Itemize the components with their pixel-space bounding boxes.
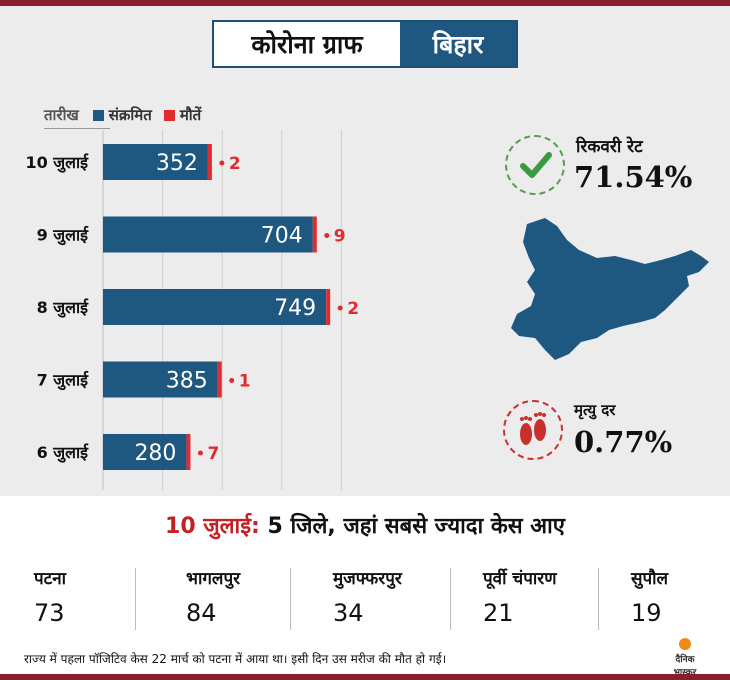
check-icon — [520, 152, 552, 178]
deaths-dot — [197, 450, 203, 456]
district-divider — [290, 568, 291, 630]
logo-line1: दैनिक — [675, 655, 695, 665]
legend-deaths-swatch — [163, 109, 175, 121]
category-label: 7 जुलाई — [37, 371, 90, 391]
footprint-icon — [520, 412, 546, 445]
bar-infected — [103, 216, 313, 253]
bar-chart: 10 जुलाई 352 2 9 जुलाई 704 9 8 जुलाई 749 2 7 जुला… — [25, 130, 359, 490]
bar-deaths — [326, 289, 331, 325]
district-item: भागलपुर 84 — [186, 566, 240, 636]
mortality-value: 0.77% — [574, 425, 673, 459]
headline: 10 जुलाई: 5 जिले, जहां सबसे ज्यादा केस आ… — [0, 510, 730, 540]
category-label: 10 जुलाई — [25, 153, 89, 173]
district-item: सुपौल 19 — [631, 566, 668, 636]
bar-infected — [103, 289, 327, 325]
district-value: 73 — [34, 599, 65, 627]
district-value: 84 — [186, 599, 217, 627]
district-item: मुजफ्फरपुर 34 — [333, 566, 402, 636]
headline-date: 10 जुलाई: — [165, 514, 260, 539]
deaths-dot — [229, 378, 235, 383]
district-divider — [135, 568, 136, 630]
legend-deaths: मौतें — [163, 105, 202, 125]
district-item: पटना 73 — [34, 566, 66, 636]
bar-deaths — [186, 434, 191, 470]
district-value: 34 — [333, 599, 364, 627]
district-name: पटना — [34, 569, 67, 589]
legend-deaths-label: मौतें — [179, 106, 202, 124]
legend-infected-swatch — [92, 109, 104, 121]
legend-infected: संक्रमित — [92, 105, 152, 125]
district-divider — [598, 568, 599, 630]
logo-sun-icon — [679, 638, 691, 650]
chart-legend: तारीख संक्रमित मौतें — [44, 103, 213, 127]
bihar-map-icon — [511, 218, 709, 360]
district-name: भागलपुर — [186, 569, 241, 589]
data-label-deaths: 2 — [347, 299, 359, 319]
data-label-deaths: 2 — [229, 154, 241, 174]
bottom-border — [0, 674, 730, 680]
data-label-infected: 280 — [134, 441, 176, 466]
district-divider — [450, 568, 451, 630]
category-label: 8 जुलाई — [37, 298, 90, 318]
district-name: पूर्वी चंपारण — [483, 569, 557, 589]
mortality-label: मृत्यु दर — [574, 401, 616, 419]
publisher-logo: दैनिक भास्कर — [660, 638, 710, 678]
title-main: कोरोना ग्राफ — [214, 22, 400, 66]
recovery-label: रिकवरी रेट — [576, 137, 643, 157]
data-label-infected: 704 — [261, 224, 303, 249]
legend-infected-label: संक्रमित — [108, 106, 152, 124]
check-icon-circle — [505, 135, 565, 195]
title-box: कोरोना ग्राफ बिहार — [212, 20, 518, 68]
logo-line2: भास्कर — [673, 668, 697, 678]
deaths-dot — [337, 305, 343, 311]
data-label-deaths: 7 — [207, 444, 219, 464]
data-label-deaths: 9 — [334, 227, 346, 247]
deaths-dot — [324, 233, 330, 238]
bar-deaths — [207, 144, 212, 180]
recovery-value: 71.54% — [574, 160, 693, 194]
deaths-dot — [219, 160, 225, 166]
district-value: 19 — [631, 599, 662, 627]
bar-infected — [103, 361, 218, 398]
footprint-icon-circle — [503, 400, 563, 460]
bar-deaths — [217, 361, 222, 398]
bar-deaths — [312, 216, 317, 253]
data-label-deaths: 1 — [239, 372, 251, 392]
data-label-infected: 385 — [166, 369, 208, 394]
district-name: मुजफ्फरपुर — [333, 569, 402, 589]
district-name: सुपौल — [631, 569, 669, 589]
category-label: 6 जुलाई — [37, 443, 90, 463]
headline-text: 5 जिले, जहां सबसे ज्यादा केस आए — [259, 514, 565, 539]
footnote: राज्य में पहला पॉजिटिव केस 22 मार्च को प… — [24, 652, 447, 666]
bar-infected — [103, 144, 208, 180]
data-label-infected: 352 — [156, 151, 198, 176]
title-region: बिहार — [400, 22, 516, 66]
legend-underline — [44, 128, 110, 129]
legend-date-label: तारीख — [44, 106, 79, 124]
top-border — [0, 0, 730, 6]
data-label-infected: 749 — [274, 296, 316, 321]
category-label: 9 जुलाई — [37, 226, 90, 246]
district-value: 21 — [483, 599, 514, 627]
bar-infected — [103, 434, 187, 470]
district-list: पटना 73 भागलपुर 84 मुजफ्फरपुर 34 पूर्वी … — [0, 566, 730, 636]
district-item: पूर्वी चंपारण 21 — [483, 566, 557, 636]
